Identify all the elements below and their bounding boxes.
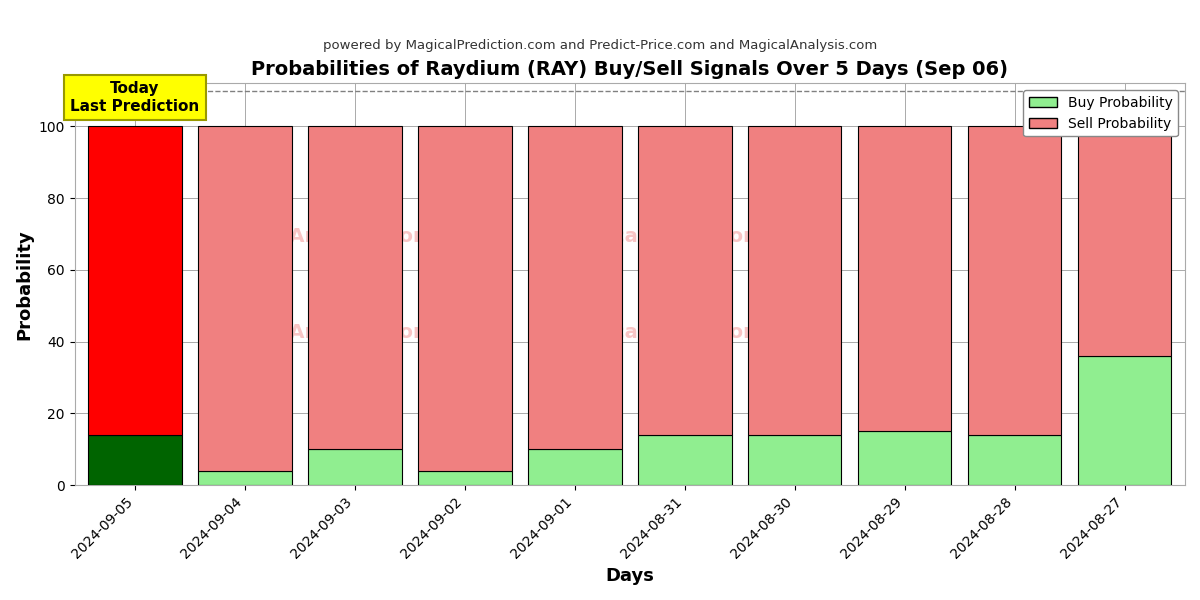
Text: MagicalPrediction.com: MagicalPrediction.com: [560, 227, 810, 245]
Title: Probabilities of Raydium (RAY) Buy/Sell Signals Over 5 Days (Sep 06): Probabilities of Raydium (RAY) Buy/Sell …: [251, 60, 1008, 79]
Bar: [528, 127, 622, 449]
Legend: Buy Probability, Sell Probability: Buy Probability, Sell Probability: [1024, 90, 1178, 136]
Bar: [528, 449, 622, 485]
Bar: [1078, 356, 1171, 485]
Bar: [89, 435, 182, 485]
Bar: [968, 127, 1061, 435]
Text: MagicalAnalysis.com: MagicalAnalysis.com: [205, 227, 433, 245]
Bar: [638, 127, 732, 435]
Bar: [858, 431, 952, 485]
Bar: [89, 127, 182, 435]
Bar: [308, 127, 402, 449]
Bar: [748, 435, 841, 485]
Bar: [1078, 127, 1171, 356]
Bar: [419, 471, 511, 485]
Bar: [198, 471, 292, 485]
Text: Today
Last Prediction: Today Last Prediction: [71, 82, 199, 114]
Text: powered by MagicalPrediction.com and Predict-Price.com and MagicalAnalysis.com: powered by MagicalPrediction.com and Pre…: [323, 39, 877, 52]
Bar: [968, 435, 1061, 485]
Bar: [419, 127, 511, 471]
Bar: [308, 449, 402, 485]
Bar: [748, 127, 841, 435]
X-axis label: Days: Days: [605, 567, 654, 585]
Text: MagicalAnalysis.com: MagicalAnalysis.com: [205, 323, 433, 342]
Bar: [638, 435, 732, 485]
Bar: [858, 127, 952, 431]
Bar: [198, 127, 292, 471]
Text: MagicalPrediction.com: MagicalPrediction.com: [560, 323, 810, 342]
Y-axis label: Probability: Probability: [16, 229, 34, 340]
